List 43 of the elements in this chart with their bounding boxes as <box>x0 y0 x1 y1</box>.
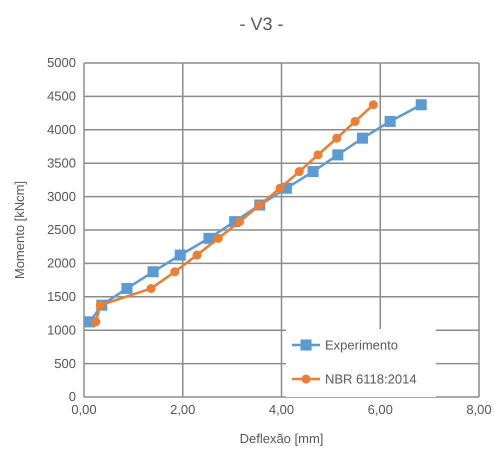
point <box>91 317 100 326</box>
x-tick-label: 2,00 <box>170 402 196 418</box>
point <box>356 132 368 144</box>
x-tick-label: 6,00 <box>368 402 393 418</box>
point <box>174 250 186 261</box>
chart-title: - V3 - <box>239 14 284 34</box>
point <box>203 232 214 244</box>
x-tick-label: 8,00 <box>466 402 492 418</box>
point <box>368 100 378 110</box>
point <box>294 167 304 176</box>
point <box>308 166 319 178</box>
legend-label: NBR 6118:2014 <box>325 372 417 386</box>
point <box>214 234 223 243</box>
y-tick-label: 1500 <box>47 288 76 304</box>
x-tick-label: 4,00 <box>268 402 294 418</box>
y-axis-title: Momento [kNcm] <box>12 180 27 280</box>
y-tick-label: 2000 <box>47 256 76 271</box>
point <box>332 149 344 160</box>
point <box>314 150 323 160</box>
x-tick-label: 0,00 <box>71 402 97 418</box>
point <box>148 266 159 278</box>
y-tick-label: 2500 <box>47 222 76 238</box>
point <box>416 99 427 110</box>
point <box>384 116 396 127</box>
y-tick-label: 4000 <box>47 122 76 137</box>
y-tick-label: 3000 <box>47 188 76 204</box>
y-tick-label: 3500 <box>47 155 76 170</box>
legend-label: Experimento <box>325 338 398 352</box>
y-tick-label: 500 <box>54 356 76 371</box>
y-tick-label: 5000 <box>47 55 76 70</box>
y-tick-label: 1000 <box>47 322 76 338</box>
point <box>192 250 202 260</box>
y-tick-label: 0 <box>68 389 76 404</box>
point <box>96 300 105 310</box>
point <box>235 217 244 226</box>
point <box>332 134 342 143</box>
point <box>350 116 360 126</box>
y-tick-label: 4500 <box>47 88 76 104</box>
point <box>170 267 180 276</box>
point <box>121 282 132 294</box>
x-axis-title: Deflexão [mm] <box>240 431 324 446</box>
point <box>146 284 156 293</box>
point <box>276 184 285 193</box>
